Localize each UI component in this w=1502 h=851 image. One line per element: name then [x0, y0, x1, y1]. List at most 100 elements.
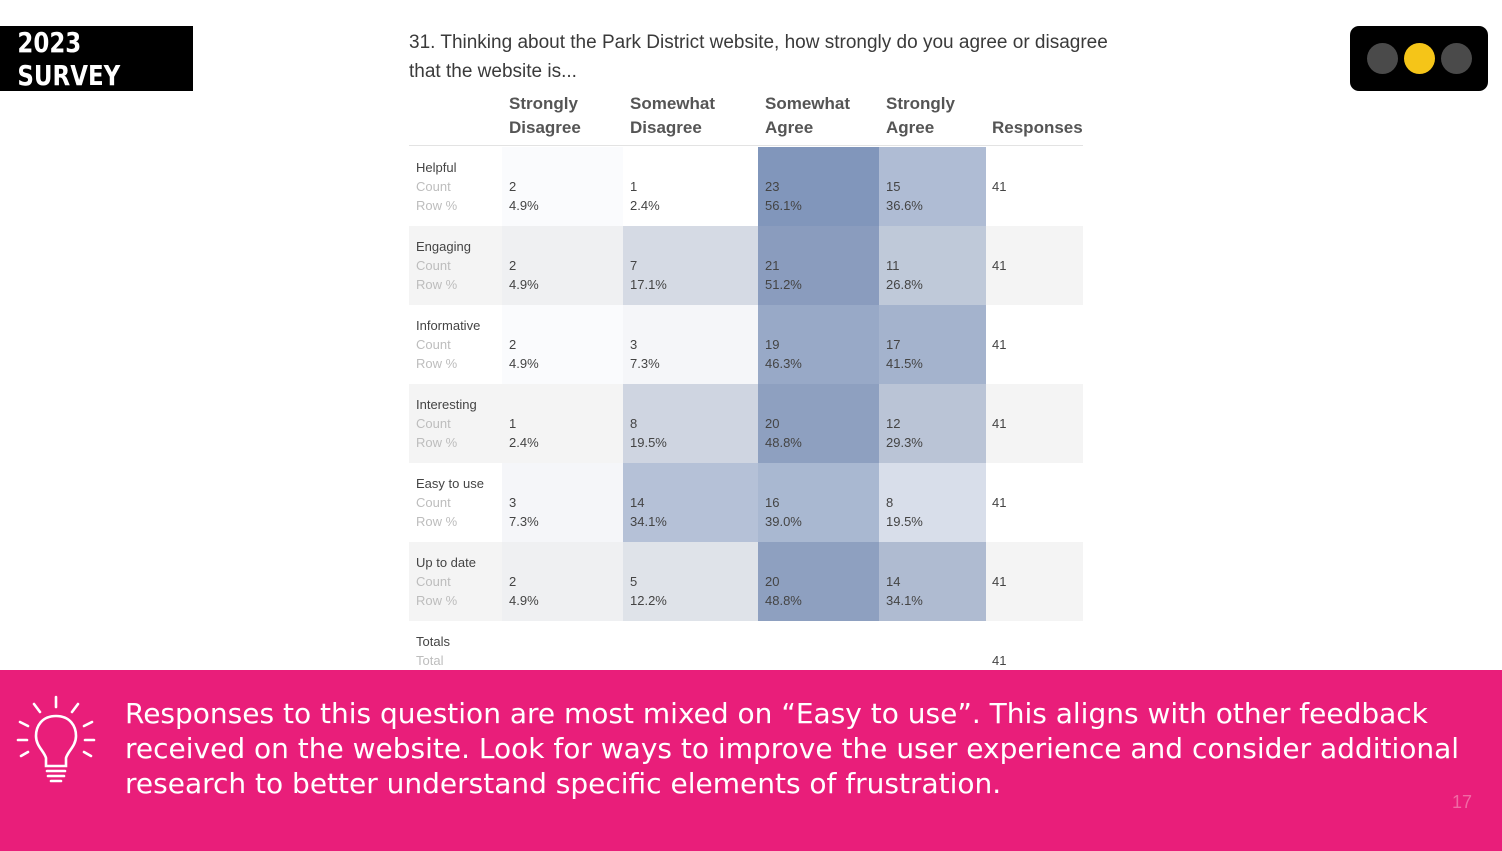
row-responses: 41	[992, 574, 1007, 589]
heat-cell	[623, 384, 758, 463]
row-pct-label: Row %	[416, 277, 458, 292]
cell-row-pct: 48.8%	[765, 593, 802, 608]
cell-row-pct: 4.9%	[509, 277, 539, 292]
column-header-line2: Agree	[886, 118, 935, 137]
row-pct-label: Row %	[416, 435, 458, 450]
row-label: Informative	[416, 318, 481, 333]
column-header-line1: Strongly	[509, 94, 578, 113]
count-label: Count	[416, 416, 451, 431]
cell-count: 1	[630, 179, 638, 194]
heat-cell	[758, 463, 879, 542]
header-divider	[409, 145, 1083, 146]
cell-count: 2	[509, 574, 517, 589]
row-responses: 41	[992, 258, 1007, 273]
traffic-light-green	[1441, 43, 1472, 74]
row-pct-label: Row %	[416, 593, 458, 608]
row-label: Interesting	[416, 397, 477, 412]
count-label: Count	[416, 574, 451, 589]
cell-row-pct: 4.9%	[509, 198, 539, 213]
cell-count: 8	[886, 495, 894, 510]
cell-count: 3	[630, 337, 638, 352]
column-header-line2: Responses	[992, 118, 1083, 137]
cell-count: 14	[630, 495, 645, 510]
lightbulb-icon	[16, 695, 96, 783]
totals-label: Totals	[416, 634, 450, 649]
column-header-line1: Strongly	[886, 94, 955, 113]
row-responses: 41	[992, 416, 1007, 431]
insight-banner	[0, 670, 1502, 851]
cell-count: 2	[509, 179, 517, 194]
row-label: Up to date	[416, 555, 476, 570]
count-label: Count	[416, 179, 451, 194]
cell-count: 7	[630, 258, 638, 273]
row-background	[409, 384, 1083, 463]
heat-cell	[623, 542, 758, 621]
cell-row-pct: 56.1%	[765, 198, 802, 213]
cell-count: 12	[886, 416, 901, 431]
column-header-line2: Disagree	[630, 118, 702, 137]
heat-cell	[758, 226, 879, 305]
row-label: Engaging	[416, 239, 471, 254]
cell-row-pct: 19.5%	[630, 435, 667, 450]
cell-row-pct: 4.9%	[509, 356, 539, 371]
page-number: 17	[1452, 792, 1473, 812]
count-label: Count	[416, 495, 451, 510]
cell-row-pct: 12.2%	[630, 593, 667, 608]
cell-count: 15	[886, 179, 901, 194]
row-pct-label: Row %	[416, 198, 458, 213]
traffic-light-indicator	[1350, 26, 1488, 91]
cell-row-pct: 36.6%	[886, 198, 923, 213]
cell-count: 16	[765, 495, 780, 510]
heat-cell	[502, 463, 623, 542]
column-header-line1: Somewhat	[630, 94, 716, 113]
total-label: Total	[416, 653, 444, 668]
heat-cell	[879, 147, 986, 226]
cell-row-pct: 48.8%	[765, 435, 802, 450]
cell-row-pct: 7.3%	[630, 356, 660, 371]
heat-cell	[623, 305, 758, 384]
cell-count: 20	[765, 416, 780, 431]
cell-row-pct: 41.5%	[886, 356, 923, 371]
row-pct-label: Row %	[416, 356, 458, 371]
cell-row-pct: 26.8%	[886, 277, 923, 292]
heat-cell	[623, 226, 758, 305]
cell-row-pct: 19.5%	[886, 514, 923, 529]
row-background	[409, 542, 1083, 621]
cell-count: 2	[509, 337, 517, 352]
heat-cell	[502, 147, 623, 226]
cell-count: 11	[886, 258, 900, 273]
question-title: 31. Thinking about the Park District web…	[409, 32, 1108, 82]
row-responses: 41	[992, 495, 1007, 510]
row-label: Easy to use	[416, 476, 484, 491]
count-label: Count	[416, 337, 451, 352]
cell-row-pct: 2.4%	[630, 198, 660, 213]
heat-cell	[502, 226, 623, 305]
heat-cell	[879, 463, 986, 542]
row-pct-label: Row %	[416, 514, 458, 529]
row-responses: 41	[992, 179, 1007, 194]
count-label: Count	[416, 258, 451, 273]
heat-cell	[879, 305, 986, 384]
totals-responses: 41	[992, 653, 1007, 668]
cell-count: 17	[886, 337, 901, 352]
heat-cell	[502, 305, 623, 384]
heat-cell	[623, 463, 758, 542]
cell-row-pct: 17.1%	[630, 277, 667, 292]
column-header-line2: Agree	[765, 118, 814, 137]
row-responses: 41	[992, 337, 1007, 352]
row-background	[409, 226, 1083, 305]
traffic-light-yellow	[1404, 43, 1435, 74]
heat-cell	[758, 305, 879, 384]
cell-count: 5	[630, 574, 638, 589]
cell-count: 1	[509, 416, 517, 431]
heat-cell	[502, 542, 623, 621]
cell-count: 20	[765, 574, 780, 589]
cell-row-pct: 29.3%	[886, 435, 923, 450]
cell-row-pct: 34.1%	[886, 593, 923, 608]
row-label: Helpful	[416, 160, 457, 175]
traffic-light-red	[1367, 43, 1398, 74]
heat-cell	[758, 542, 879, 621]
cell-row-pct: 7.3%	[509, 514, 539, 529]
survey-badge-label: 2023 SURVEY	[17, 25, 121, 92]
survey-badge: 2023 SURVEY	[0, 25, 193, 92]
